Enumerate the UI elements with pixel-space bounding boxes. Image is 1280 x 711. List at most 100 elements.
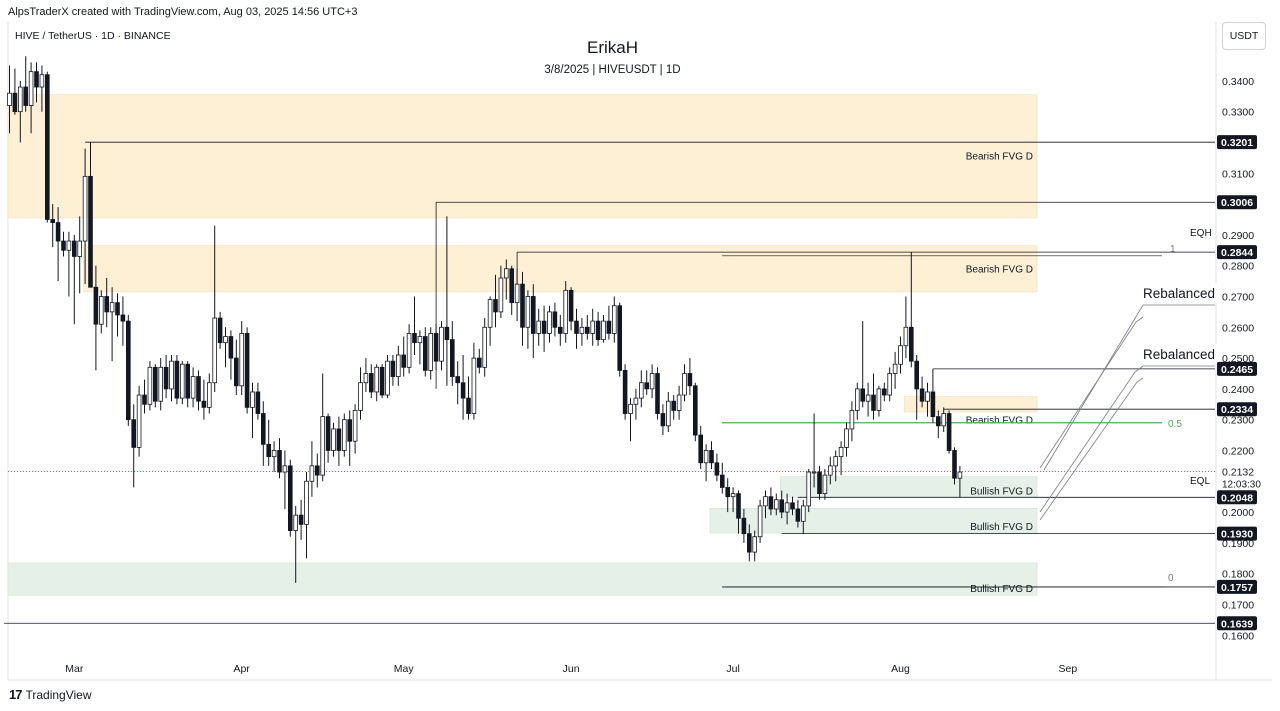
tradingview-footer[interactable]: 17 TradingView — [9, 687, 92, 702]
candle-body-141 — [763, 496, 768, 507]
candle-body-144 — [779, 499, 784, 513]
candle-body-126 — [682, 373, 687, 396]
candle-body-73 — [395, 354, 401, 377]
candle-body-86 — [466, 397, 471, 414]
candle-body-149 — [806, 471, 811, 507]
candle-body-50 — [271, 450, 277, 458]
callout-leader-2 — [1039, 316, 1144, 469]
price-label-bg-9 — [1217, 616, 1257, 631]
candle-body-57 — [309, 465, 315, 482]
fvg-zone-6 — [7, 562, 1038, 596]
callout-leader-4 — [1039, 377, 1144, 521]
candle-body-82 — [444, 326, 450, 340]
candle-body-42 — [228, 336, 234, 359]
candle-body-1 — [7, 92, 12, 106]
candle-body-156 — [844, 428, 849, 448]
candle-body-145 — [784, 502, 790, 513]
rebalanced-label-1: Rebalanced — [1143, 286, 1215, 301]
candle-body-72 — [390, 360, 396, 377]
candle-body-88 — [476, 357, 482, 368]
candle-body-175 — [946, 413, 952, 451]
candle-body-117 — [633, 397, 639, 405]
candle-body-8 — [45, 74, 50, 220]
price-label-1: 0.3201 — [1221, 137, 1253, 149]
y-tick-12: 0.2300 — [1222, 415, 1254, 427]
candle-body-77 — [417, 336, 423, 344]
candle-body-54 — [293, 514, 298, 531]
price-label-bg-8 — [1217, 579, 1257, 594]
candle-body-148 — [801, 505, 806, 522]
candle-body-31 — [169, 360, 174, 390]
candle-body-163 — [882, 388, 887, 396]
candle-body-137 — [741, 517, 747, 535]
rebalanced-label-2: Rebalanced — [1143, 347, 1215, 362]
candle-body-52 — [282, 465, 288, 473]
candle-body-89 — [482, 326, 487, 368]
candle-body-103 — [558, 326, 563, 334]
candle-body-98 — [531, 296, 536, 334]
y-tick-17: 0.1800 — [1222, 569, 1254, 581]
y-tick-7: 0.2800 — [1222, 261, 1254, 273]
candle-body-2 — [12, 92, 18, 113]
current-price-label: 0.2132 — [1222, 466, 1254, 478]
candle-body-140 — [757, 505, 763, 538]
currency-selector[interactable]: USDT — [1222, 22, 1266, 50]
candle-body-25 — [136, 394, 142, 448]
candle-body-48 — [260, 413, 266, 445]
candle-body-97 — [525, 296, 531, 328]
candle-body-108 — [585, 326, 590, 334]
candle-body-94 — [509, 268, 514, 304]
candle-body-115 — [622, 369, 628, 414]
candle-body-78 — [422, 336, 428, 371]
symbol-info[interactable]: HIVE / TetherUS · 1D · BINANCE — [15, 30, 171, 42]
candle-body-76 — [412, 333, 417, 344]
candle-body-138 — [747, 533, 752, 553]
candle-body-69 — [374, 366, 379, 393]
candle-body-74 — [401, 354, 406, 368]
candle-body-84 — [455, 376, 460, 384]
candle-body-22 — [120, 314, 126, 322]
y-tick-6: 0.2900 — [1222, 230, 1254, 242]
candle-body-64 — [347, 419, 352, 442]
countdown-label: 12:03:30 — [1222, 479, 1261, 490]
x-tick-jun: Jun — [563, 663, 580, 675]
candle-body-146 — [790, 502, 795, 510]
candle-body-15 — [82, 175, 88, 242]
price-label-7: 0.1930 — [1221, 529, 1253, 541]
candle-body-79 — [428, 333, 433, 371]
candle-body-133 — [720, 474, 725, 488]
y-tick-13: 0.2200 — [1222, 445, 1254, 457]
candle-body-158 — [855, 388, 860, 411]
candle-body-150 — [811, 471, 817, 474]
price-label-bg-2 — [1217, 195, 1257, 210]
candle-body-17 — [93, 286, 99, 325]
y-tick-16: 0.1900 — [1222, 538, 1254, 550]
candle-body-102 — [552, 311, 558, 328]
candle-body-71 — [385, 360, 390, 396]
chart-title: ErikaH — [586, 38, 638, 57]
chart-subtitle: 3/8/2025 | HIVEUSDT | 1D — [544, 64, 681, 76]
candle-body-154 — [833, 456, 838, 467]
candle-body-132 — [714, 462, 720, 476]
candle-body-23 — [126, 320, 131, 421]
candle-body-118 — [639, 382, 644, 399]
candle-body-116 — [628, 403, 633, 414]
rebalanced-bg-1 — [1141, 283, 1217, 303]
price-label-5: 0.2334 — [1221, 404, 1253, 416]
candle-body-29 — [158, 366, 164, 402]
y-tick-1: 0.3400 — [1222, 76, 1254, 88]
candle-body-67 — [363, 373, 369, 384]
candle-body-105 — [568, 289, 574, 322]
price-label-8: 0.1757 — [1221, 582, 1253, 594]
fvg-zone-3 — [904, 396, 1038, 413]
y-tick-19: 0.1600 — [1222, 630, 1254, 642]
current-price-bg — [1217, 463, 1261, 490]
candle-body-168 — [909, 326, 914, 362]
callout-leader-3 — [1039, 365, 1144, 513]
candle-body-135 — [730, 493, 736, 498]
candle-body-153 — [828, 465, 833, 476]
candle-body-161 — [871, 394, 876, 411]
x-tick-may: May — [394, 663, 415, 675]
price-label-3: 0.2844 — [1221, 247, 1253, 259]
